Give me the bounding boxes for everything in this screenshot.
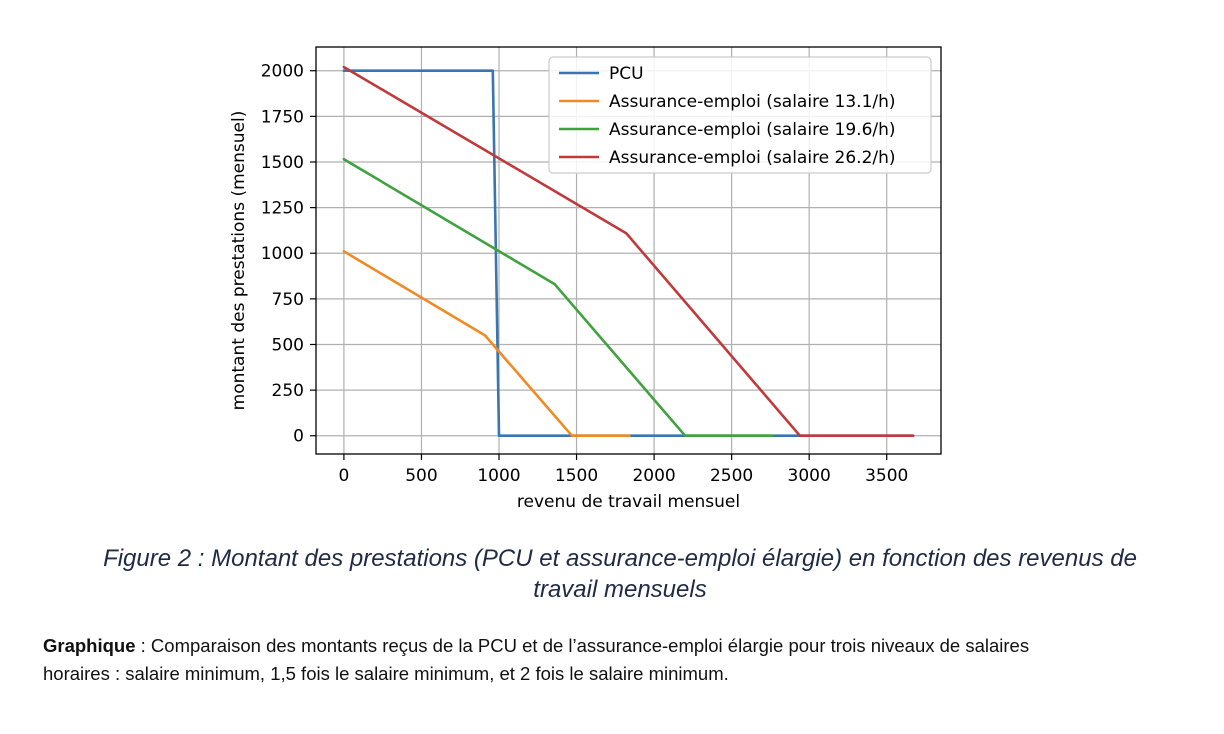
description-text-1: : Comparaison des montants reçus de la P… xyxy=(135,635,1030,656)
x-tick-label: 1000 xyxy=(477,466,520,486)
x-tick-label: 0 xyxy=(339,466,350,486)
figure-caption: Figure 2 : Montant des prestations (PCU … xyxy=(40,543,1200,605)
series-lines xyxy=(342,65,915,438)
x-tick-label: 2500 xyxy=(710,466,753,486)
description-bold-label: Graphique xyxy=(43,635,136,656)
legend-label-2: Assurance-emploi (salaire 13.1/h) xyxy=(609,92,896,112)
description-line1: Graphique : Comparaison des montants reç… xyxy=(43,632,1203,660)
x-tick-label: 500 xyxy=(405,466,437,486)
x-tick-label: 3000 xyxy=(788,466,831,486)
figure-caption-line1: Figure 2 : Montant des prestations (PCU … xyxy=(103,545,1137,572)
y-axis-label: montant des prestations (mensuel) xyxy=(229,111,249,411)
line-chart: 0 500 1000 1500 2000 2500 3000 3500 0 250 500 750 10… xyxy=(229,46,942,512)
series-line-2 xyxy=(342,250,631,438)
y-tick-label: 750 xyxy=(272,290,304,310)
y-tick-label: 1750 xyxy=(261,107,304,127)
x-tick-label: 2000 xyxy=(632,466,675,486)
legend-label-4: Assurance-emploi (salaire 26.2/h) xyxy=(609,148,896,168)
description-line2: horaires : salaire minimum, 1,5 fois le … xyxy=(43,663,729,684)
y-tick-label: 2000 xyxy=(261,62,304,82)
series-line-3 xyxy=(342,157,774,438)
y-tick-label: 1000 xyxy=(261,244,304,264)
figure-description: Graphique : Comparaison des montants reç… xyxy=(43,632,1203,688)
legend-box xyxy=(548,56,932,174)
y-tick-label: 1250 xyxy=(261,199,304,219)
legend: PCU Assurance-emploi (salaire 13.1/h) Assu… xyxy=(548,56,932,174)
legend-label-1: PCU xyxy=(609,64,644,84)
series-line-4 xyxy=(342,65,915,438)
legend-label-3: Assurance-emploi (salaire 19.6/h) xyxy=(609,120,896,140)
y-tick-label: 500 xyxy=(272,335,304,355)
axis-ticks: 0 500 1000 1500 2000 2500 3000 3500 0 250 500 750 10… xyxy=(261,62,909,486)
y-tick-label: 1500 xyxy=(261,153,304,173)
y-tick-label: 0 xyxy=(293,427,304,447)
y-tick-label: 250 xyxy=(272,381,304,401)
x-tick-label: 1500 xyxy=(555,466,598,486)
figure-caption-line2: travail mensuels xyxy=(533,576,707,603)
x-tick-label: 3500 xyxy=(865,466,908,486)
x-axis-label: revenu de travail mensuel xyxy=(517,492,740,512)
plot-frame xyxy=(315,46,942,455)
